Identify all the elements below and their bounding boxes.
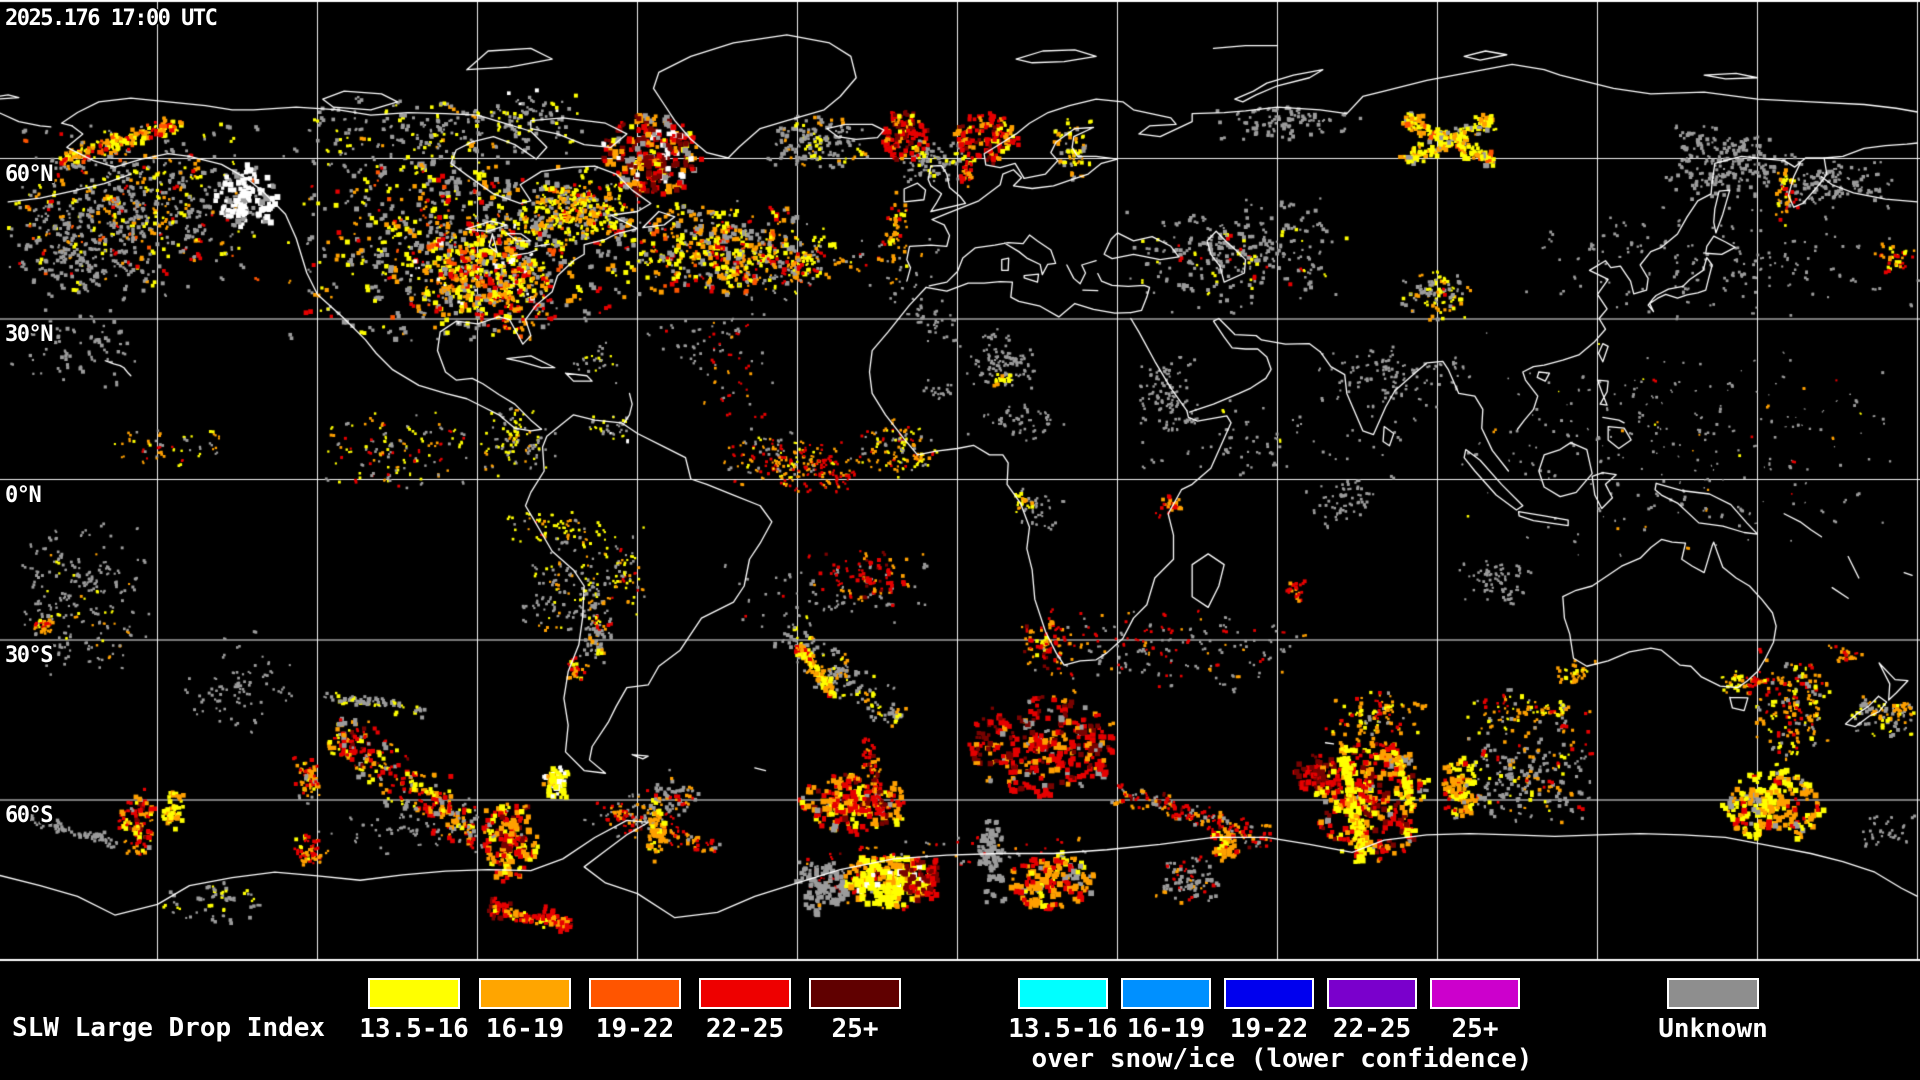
- legend-swatch-cyan: [1018, 978, 1108, 1009]
- legend-swatch-red: [699, 978, 791, 1009]
- legend-title: SLW Large Drop Index: [12, 1013, 326, 1043]
- legend-swatch-blue: [1121, 978, 1211, 1009]
- lat-label-60n: 60°N: [5, 162, 53, 187]
- legend-swatch-purple: [1327, 978, 1417, 1009]
- legend-swatch-orange: [479, 978, 571, 1009]
- legend-label: 16-19: [485, 1014, 565, 1044]
- legend-item-normal-5: 25+: [809, 978, 901, 1044]
- timestamp-label: 2025.176 17:00 UTC: [5, 6, 218, 31]
- legend-label: 25+: [1451, 1014, 1499, 1044]
- legend-swatch-dark-orange: [589, 978, 681, 1009]
- legend-item-snow-5: 25+: [1430, 978, 1520, 1044]
- legend-label: 22-25: [1332, 1014, 1412, 1044]
- legend-item-normal-4: 22-25: [699, 978, 791, 1044]
- legend-item-normal-1: 13.5-16: [359, 978, 469, 1044]
- legend-label: 13.5-16: [1008, 1014, 1118, 1044]
- legend-label: 25+: [831, 1014, 879, 1044]
- legend-swatch-yellow: [368, 978, 460, 1009]
- legend-label: 19-22: [595, 1014, 675, 1044]
- legend-item-unknown: Unknown: [1658, 978, 1768, 1044]
- legend-swatch-dark-blue: [1224, 978, 1314, 1009]
- legend-item-snow-2: 16-19: [1121, 978, 1211, 1044]
- legend-item-normal-3: 19-22: [589, 978, 681, 1044]
- lat-label-30s: 30°S: [5, 643, 53, 668]
- legend-swatch-unknown: [1667, 978, 1759, 1009]
- legend-swatch-magenta: [1430, 978, 1520, 1009]
- legend-item-snow-4: 22-25: [1327, 978, 1417, 1044]
- lat-label-60s: 60°S: [5, 803, 53, 828]
- legend-label: 22-25: [705, 1014, 785, 1044]
- legend-snow-subtitle: over snow/ice (lower confidence): [1031, 1044, 1533, 1074]
- legend-label: 16-19: [1126, 1014, 1206, 1044]
- legend-item-snow-1: 13.5-16: [1008, 978, 1118, 1044]
- legend-swatch-dark-red: [809, 978, 901, 1009]
- legend-item-normal-2: 16-19: [479, 978, 571, 1044]
- legend-item-snow-3: 19-22: [1224, 978, 1314, 1044]
- lat-label-30n: 30°N: [5, 322, 53, 347]
- legend-label: 13.5-16: [359, 1014, 469, 1044]
- legend-label: Unknown: [1658, 1014, 1768, 1044]
- lat-label-0n: 0°N: [5, 483, 42, 508]
- legend-label: 19-22: [1229, 1014, 1309, 1044]
